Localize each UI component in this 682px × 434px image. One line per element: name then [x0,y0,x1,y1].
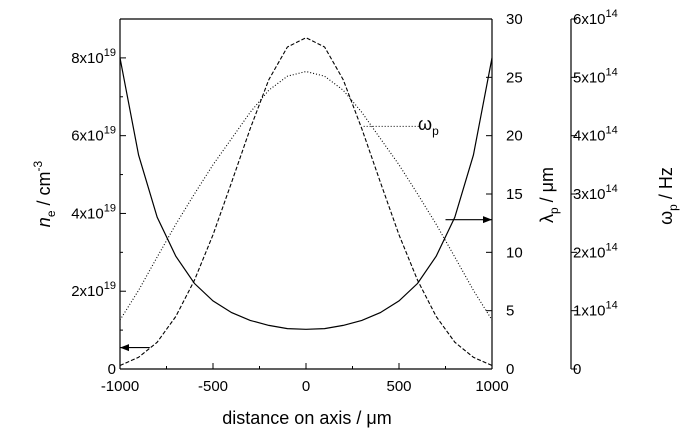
y-left-tick-label: 6x1019 [71,125,116,145]
series-label-omega: ωp [418,114,439,138]
annotation-layer [120,125,492,352]
y-right-tick-label: 25 [506,69,523,86]
y-omega-tick-label: 5x1014 [573,66,618,86]
y-axis-omega-title: ωp / Hz [656,167,680,225]
x-tick-label: 1000 [475,378,508,395]
series-lambda_p [119,37,493,367]
x-tick-label: -500 [198,378,228,395]
y-axis-left-title: ne / cm-3 [31,160,58,227]
series-omega_p [119,70,493,321]
y-omega-tick-label: 0 [573,361,581,378]
series-layer [119,37,493,367]
y-axis-right-title: λp / μm [537,167,561,223]
y-left-tick-label: 8x1019 [71,47,116,67]
y-right-tick-label: 10 [506,244,523,261]
x-tick-label: -1000 [101,378,139,395]
arrow-left-head [120,344,129,352]
arrow-right-head [483,216,492,224]
y-omega-tick-label: 1x1014 [573,300,618,320]
x-tick-label: 500 [386,378,411,395]
y-omega-tick-label: 6x1014 [573,8,618,28]
y-omega-tick-label: 3x1014 [573,183,618,203]
y-omega-tick-label: 4x1014 [573,125,618,145]
series-density [119,57,493,330]
y-right-tick-label: 0 [506,361,514,378]
x-axis-title: distance on axis / μm [222,408,391,428]
y-left-tick-label: 2x1019 [71,280,116,300]
plot-frame [119,18,572,370]
y-omega-tick-label: 2x1014 [573,241,618,261]
y-right-tick-label: 15 [506,186,523,203]
y-left-tick-label: 0 [108,361,116,378]
y-right-tick-label: 20 [506,128,523,145]
y-right-tick-label: 5 [506,303,514,320]
x-tick-label: 0 [302,378,310,395]
tick-layer: -1000 -500 0 500 100002x10194x10196x10198x10… [71,8,618,395]
y-right-tick-label: 30 [506,11,523,28]
y-left-tick-label: 4x1019 [71,202,116,222]
